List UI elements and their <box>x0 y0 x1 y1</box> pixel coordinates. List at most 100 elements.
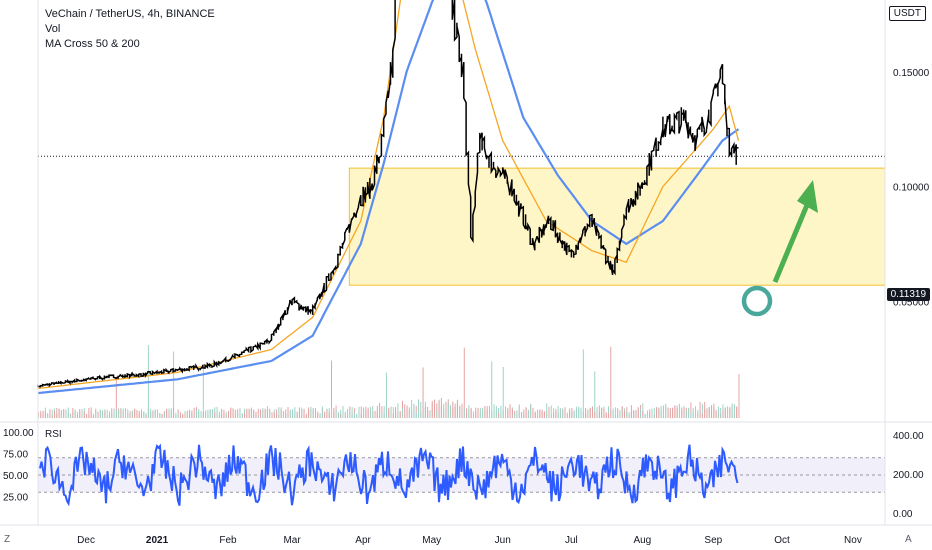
volume-bar <box>122 410 124 418</box>
volume-bar <box>134 408 136 418</box>
volume-bar <box>360 406 362 418</box>
volume-bar <box>173 351 175 418</box>
volume-bar <box>170 410 172 418</box>
volume-bar <box>191 410 193 418</box>
volume-bar <box>161 414 163 418</box>
volume-bar <box>630 405 632 418</box>
symbol-title[interactable]: VeChain / TetherUS, 4h, BINANCE <box>45 8 215 20</box>
volume-bar <box>438 399 440 418</box>
volume-bar <box>70 414 72 418</box>
time-tick-label: Dec <box>77 535 95 546</box>
volume-bar <box>44 411 46 418</box>
volume-bar <box>553 412 555 418</box>
volume-bar <box>514 413 516 418</box>
vol-indicator-label[interactable]: Vol <box>45 23 61 35</box>
volume-bar <box>669 408 671 418</box>
volume-bar <box>246 408 248 418</box>
volume-bar <box>152 410 154 418</box>
volume-bar <box>138 413 140 418</box>
volume-bar <box>390 408 392 418</box>
volume-bar <box>415 405 417 418</box>
volume-bar <box>312 408 314 418</box>
volume-bar <box>298 407 300 418</box>
volume-bar <box>42 411 44 418</box>
volume-bar <box>340 414 342 418</box>
volume-bar <box>363 407 365 418</box>
time-tick-label: Feb <box>219 535 237 546</box>
volume-bar <box>463 408 465 418</box>
volume-bar <box>51 409 53 418</box>
volume-bar <box>129 413 131 418</box>
volume-bar <box>484 405 486 418</box>
volume-bar <box>468 405 470 418</box>
volume-bar <box>614 407 616 418</box>
volume-bar <box>282 411 284 418</box>
volume-bar <box>257 408 259 418</box>
volume-bar <box>566 412 568 418</box>
price-tick-label: 0.05000 <box>893 297 930 308</box>
volume-bar <box>141 409 143 418</box>
volume-bar <box>154 409 156 418</box>
volume-bar <box>177 409 179 418</box>
volume-bar <box>667 407 669 418</box>
volume-bar <box>608 406 610 418</box>
volume-bar <box>399 411 401 418</box>
volume-bar <box>411 410 413 418</box>
volume-bar <box>202 411 204 418</box>
volume-bar <box>301 407 303 418</box>
price-tick-label: 0.10000 <box>893 183 930 194</box>
volume-bar <box>397 403 399 418</box>
volume-bar <box>308 409 310 418</box>
volume-bar <box>388 409 390 418</box>
volume-bar <box>225 411 227 418</box>
volume-bar <box>603 408 605 418</box>
volume-bar <box>690 414 692 418</box>
volume-bar <box>76 415 78 418</box>
volume-bar <box>504 407 506 418</box>
volume-bar <box>58 409 60 418</box>
rsi-indicator-label[interactable]: RSI <box>45 429 62 440</box>
volume-bar <box>319 413 321 418</box>
volume-bar <box>564 411 566 418</box>
volume-bar <box>310 406 312 418</box>
volume-bar <box>360 413 362 418</box>
auto-scale-right-button[interactable]: A <box>905 534 912 545</box>
volume-bar <box>692 412 694 418</box>
volume-bar <box>450 405 452 418</box>
volume-bar <box>406 408 408 418</box>
volume-bar <box>74 410 76 418</box>
volume-bar <box>635 410 637 418</box>
volume-bar <box>367 407 369 418</box>
volume-bar <box>335 409 337 418</box>
volume-bar <box>415 412 417 418</box>
ma-indicator-label[interactable]: MA Cross 50 & 200 <box>45 38 140 50</box>
volume-bar <box>507 407 509 418</box>
volume-bar <box>108 414 110 418</box>
volume-bar <box>498 412 500 418</box>
volume-bar <box>353 408 355 418</box>
volume-bar <box>340 409 342 418</box>
volume-bar <box>282 415 284 418</box>
arrow-head <box>797 180 818 213</box>
volume-bar <box>454 403 456 418</box>
volume-bar <box>543 411 545 418</box>
volume-bar <box>463 347 465 418</box>
rsi-right-tick-label: 0.00 <box>893 509 913 520</box>
time-tick-label: Apr <box>355 535 371 546</box>
highlight-circle <box>741 285 773 317</box>
volume-bar <box>83 411 85 418</box>
volume-bar <box>76 411 78 418</box>
volume-bar <box>331 360 333 418</box>
currency-button[interactable]: USDT <box>888 6 926 21</box>
volume-bar <box>621 406 623 418</box>
volume-bar <box>205 410 207 418</box>
volume-bar <box>662 405 664 418</box>
volume-bar <box>195 409 197 418</box>
volume-bar <box>713 403 715 418</box>
volume-bar <box>418 401 420 418</box>
volume-bar <box>562 408 564 418</box>
volume-bar <box>596 410 598 418</box>
volume-bar <box>424 406 426 418</box>
volume-bar <box>516 410 518 418</box>
auto-scale-left-button[interactable]: Z <box>4 534 11 545</box>
